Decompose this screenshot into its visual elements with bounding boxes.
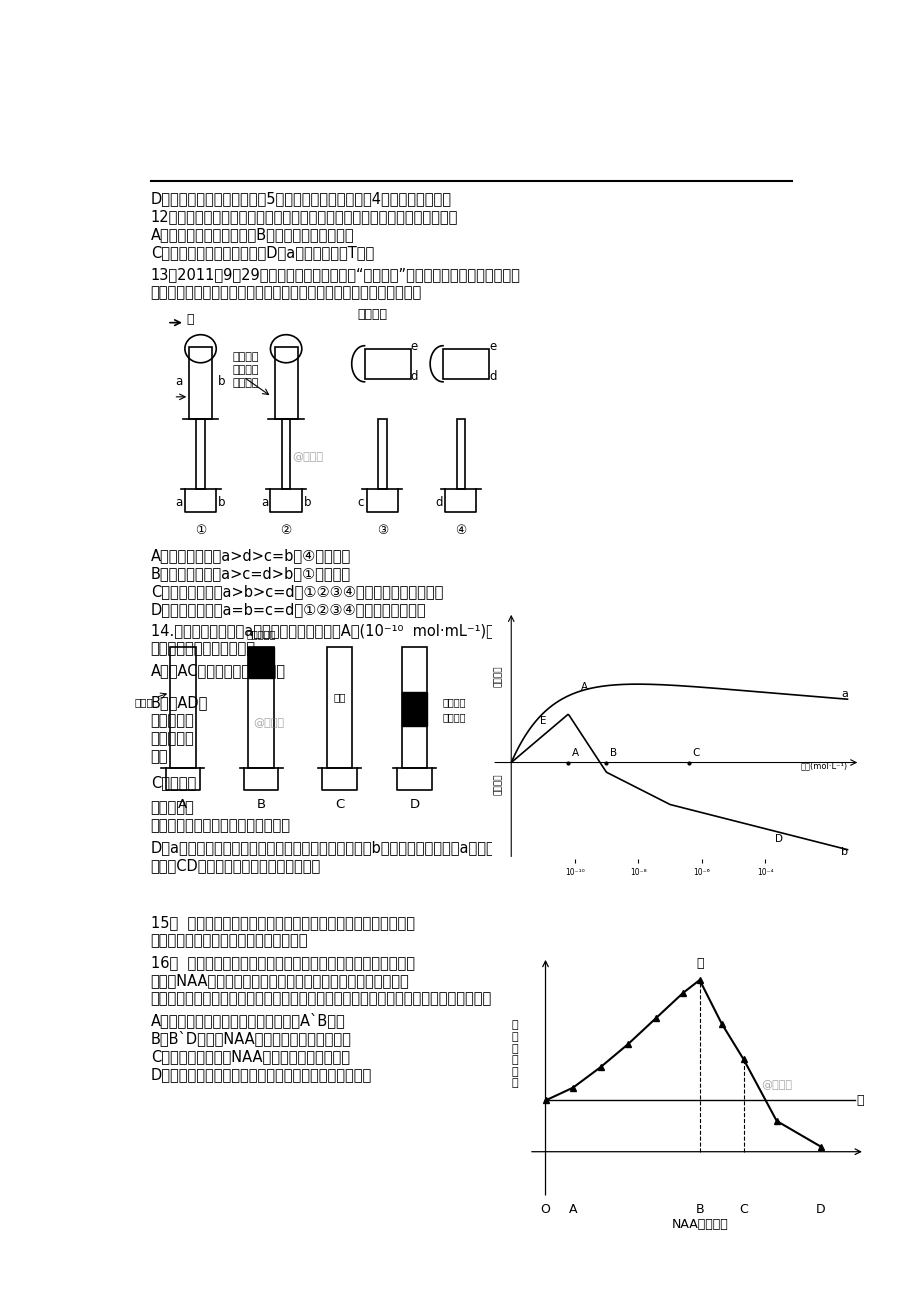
Text: 光: 光 <box>186 314 194 327</box>
Text: D．在二次免疫过程中，细肅5能迅速增殖、分化为细肅4从而发挥重要作用: D．在二次免疫过程中，细肅5能迅速增殖、分化为细肅4从而发挥重要作用 <box>151 191 451 206</box>
Text: a: a <box>840 689 847 698</box>
Text: D．a侧的生长素浓度为最适宜浓度，细胞伸长生长快，b侧的生长素浓度高于a侧，相当: D．a侧的生长素浓度为最适宜浓度，细胞伸长生长快，b侧的生长素浓度高于a侧，相当 <box>151 841 504 855</box>
Text: 14.如图所示，如果根a侧的生长素浓度在曲线A点(10⁻¹⁰  mol·mL⁻¹)，下列对b侧生长: 14.如图所示，如果根a侧的生长素浓度在曲线A点(10⁻¹⁰ mol·mL⁻¹)… <box>151 622 556 638</box>
Bar <box>326 647 352 768</box>
Text: 素浓度范围的叙述正确的是: 素浓度范围的叙述正确的是 <box>151 641 255 656</box>
Text: 16．  研究人员将若干生长状况相同的迎春花插条分别用一定浓度: 16． 研究人员将若干生长状况相同的迎春花插条分别用一定浓度 <box>151 954 414 970</box>
Text: D．生长素浓度：a=b=c=d，①②③④生长状况基本相同: D．生长素浓度：a=b=c=d，①②③④生长状况基本相同 <box>151 602 425 617</box>
Bar <box>275 346 297 419</box>
Text: A．促进迎春花插条生根的浓度范围是A`B浓度: A．促进迎春花插条生根的浓度范围是A`B浓度 <box>151 1013 345 1029</box>
Text: D．研究人员在该实验过程中设置了空白对照和相互对照: D．研究人员在该实验过程中设置了空白对照和相互对照 <box>151 1068 371 1082</box>
Text: 球上切开: 球上切开 <box>233 378 259 388</box>
Text: B．在AD的: B．在AD的 <box>151 695 208 710</box>
Text: b: b <box>218 375 225 388</box>
Text: A: A <box>581 682 587 693</box>
Text: a: a <box>261 496 268 509</box>
Text: 抑制生长: 抑制生长 <box>493 773 502 794</box>
Text: c: c <box>357 496 364 509</box>
Text: 右图的弯曲生长，坐标图: 右图的弯曲生长，坐标图 <box>557 796 652 810</box>
Bar <box>378 419 386 490</box>
Bar <box>196 419 205 490</box>
Text: 富含生长: 富含生长 <box>443 698 466 707</box>
Text: C: C <box>335 798 344 811</box>
Text: 15．  对燕麦胚芽鞘的尖端分别作如下处理，然后都放在单侧光条: 15． 对燕麦胚芽鞘的尖端分别作如下处理，然后都放在单侧光条 <box>151 915 414 930</box>
Text: @正确云: @正确云 <box>760 1081 791 1090</box>
Bar <box>170 647 196 768</box>
Text: 12．如图表示人体内某种免疫失调病的致病机理，下列有关叙述中，正确的是: 12．如图表示人体内某种免疫失调病的致病机理，下列有关叙述中，正确的是 <box>151 208 458 224</box>
Text: A: A <box>178 798 187 811</box>
Text: 水平放置: 水平放置 <box>357 309 387 322</box>
Bar <box>443 349 489 379</box>
Text: e: e <box>411 340 417 353</box>
Text: 甲: 甲 <box>695 957 703 970</box>
Text: A．在AC的范围内，能促进生长: A．在AC的范围内，能促进生长 <box>151 663 285 678</box>
Text: @正确云: @正确云 <box>291 452 323 462</box>
Text: b: b <box>218 496 225 509</box>
Text: ④: ④ <box>455 525 466 538</box>
Bar <box>456 419 465 490</box>
Text: d: d <box>410 370 418 383</box>
Text: 插
条
生
根
数
目: 插 条 生 根 数 目 <box>511 1021 518 1088</box>
Text: 空间实验室做如图所示的实验处理，则有关此实验的说法中，正确的是: 空间实验室做如图所示的实验处理，则有关此实验的说法中，正确的是 <box>151 285 422 299</box>
Text: B．生长素浓度：a>c=d>b，①生长最快: B．生长素浓度：a>c=d>b，①生长最快 <box>151 566 350 581</box>
Text: 长将不同于: 长将不同于 <box>151 801 194 815</box>
Text: b: b <box>840 848 847 857</box>
Text: B．B`D浓度的NAA溶液抑制迎春花插条生根: B．B`D浓度的NAA溶液抑制迎春花插条生根 <box>151 1031 351 1047</box>
Text: D: D <box>774 833 782 844</box>
Text: 云母片: 云母片 <box>134 698 153 707</box>
Text: 件下，其中生长状况不同于其他三项的是: 件下，其中生长状况不同于其他三项的是 <box>151 932 308 948</box>
Text: d: d <box>436 496 443 509</box>
Text: C: C <box>691 749 698 758</box>
Bar <box>364 349 411 379</box>
Text: 素的琉脂: 素的琉脂 <box>443 712 466 723</box>
Text: a: a <box>176 496 183 509</box>
Text: 插条生根数目如图所示，图中乙代表用清水处理的插条生根数目。下列有关叙述正确的是: 插条生根数目如图所示，图中乙代表用清水处理的插条生根数目。下列有关叙述正确的是 <box>151 991 492 1006</box>
Text: A．该病属于过敏反应　　B．该病属于自身免疫病: A．该病属于过敏反应 B．该病属于自身免疫病 <box>151 227 354 242</box>
Text: d: d <box>489 370 496 383</box>
Text: 中生长素的曲线也不适用于根的生长: 中生长素的曲线也不适用于根的生长 <box>151 819 290 833</box>
Bar <box>248 647 274 677</box>
Text: E: E <box>539 716 546 725</box>
Text: @正确云: @正确云 <box>253 717 283 728</box>
Text: A．生长素浓度：a>d>c=b，④生长最快: A．生长素浓度：a>d>c=b，④生长最快 <box>151 548 350 562</box>
Text: C．在太空: C．在太空 <box>151 775 196 790</box>
Text: 后移到地: 后移到地 <box>233 365 259 375</box>
Text: ③: ③ <box>377 525 388 538</box>
Text: ②: ② <box>280 525 291 538</box>
Text: B: B <box>609 749 616 758</box>
Bar <box>248 647 274 768</box>
Text: B: B <box>256 798 266 811</box>
Text: 乙: 乙 <box>856 1094 863 1107</box>
Text: D: D <box>409 798 419 811</box>
Text: 范围: 范围 <box>151 749 168 764</box>
Text: 中（重力为0），根的生: 中（重力为0），根的生 <box>557 775 653 790</box>
Text: C．生长素浓度：a>b>c=d，①②③④胚芽鞘都出现生长现象: C．生长素浓度：a>b>c=d，①②③④胚芽鞘都出现生长现象 <box>151 583 443 599</box>
Bar <box>189 346 211 419</box>
Text: A: A <box>571 749 578 758</box>
Text: 一段时间: 一段时间 <box>233 352 259 362</box>
Text: 于生长抑制: 于生长抑制 <box>151 732 194 746</box>
Text: 3: 3 <box>787 1133 797 1148</box>
Text: C．图中的抗体是糖蛋白　　D．a细胞表示的是T细胞: C．图中的抗体是糖蛋白 D．a细胞表示的是T细胞 <box>151 245 373 260</box>
Text: a: a <box>176 375 183 388</box>
Text: C．该曲线不能说明NAA的生理作用具有两重性: C．该曲线不能说明NAA的生理作用具有两重性 <box>151 1049 349 1064</box>
Text: 13．2011年9月29日，中国首个空间实验室“天宫一号”成功发射，假设科学家利用该: 13．2011年9月29日，中国首个空间实验室“天宫一号”成功发射，假设科学家利… <box>151 267 520 283</box>
Text: ①: ① <box>195 525 206 538</box>
Bar <box>402 691 426 725</box>
Text: 促进生长: 促进生长 <box>493 665 502 687</box>
Text: b: b <box>303 496 311 509</box>
Bar <box>281 419 290 490</box>
Text: 玻璃: 玻璃 <box>333 693 346 703</box>
Text: 浓度(mol·L⁻¹): 浓度(mol·L⁻¹) <box>800 760 846 769</box>
Text: 范围内，属: 范围内，属 <box>151 713 194 728</box>
Text: 梯度的NAA溶液和清水处理，然后在适宜条件下培养一段时间，: 梯度的NAA溶液和清水处理，然后在适宜条件下培养一段时间， <box>151 973 409 988</box>
Text: 不透光的帽: 不透光的帽 <box>246 629 276 639</box>
Text: e: e <box>489 340 496 353</box>
Text: NAA溶液浓度: NAA溶液浓度 <box>671 1219 727 1232</box>
Bar <box>402 647 426 768</box>
Text: 于曲线CD段的浓度，因而细胞伸长生长慢: 于曲线CD段的浓度，因而细胞伸长生长慢 <box>151 858 321 874</box>
